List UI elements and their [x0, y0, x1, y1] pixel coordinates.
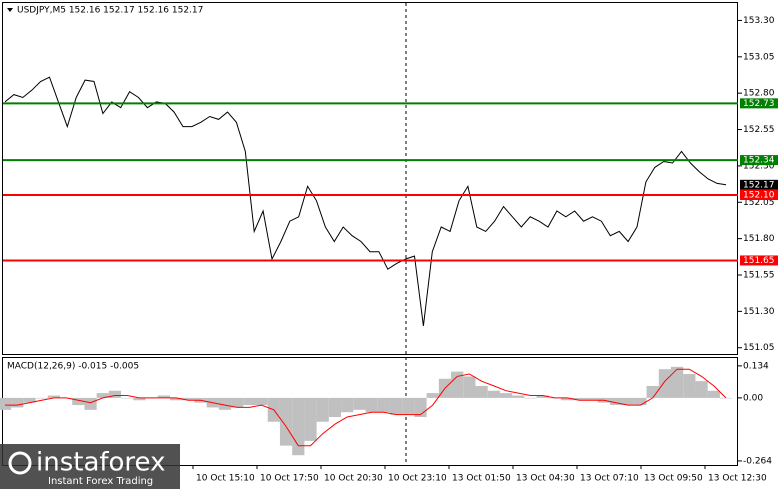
macd-bar: [72, 397, 85, 406]
macd-bar: [426, 393, 439, 398]
macd-bar: [328, 397, 342, 417]
macd-bar: [96, 393, 109, 398]
signal-line: [5, 368, 727, 447]
macd-bar: [157, 395, 170, 398]
macd-bar: [365, 397, 378, 413]
dropdown-icon: [7, 8, 13, 12]
macd-bar: [169, 397, 183, 401]
macd-bar: [255, 397, 268, 406]
y-tick-label: 153.30: [743, 16, 775, 26]
macd-bar: [536, 395, 549, 398]
macd-bar: [218, 397, 232, 410]
macd-bar: [402, 397, 415, 415]
x-tick-label: 13 Oct 01:50: [452, 474, 511, 484]
y-tick-label: 152.30: [743, 161, 775, 171]
y-tick-label: 153.05: [743, 52, 775, 62]
macd-bar: [341, 397, 354, 413]
y-tick-label: -0.264: [743, 456, 772, 466]
x-tick-label: 13 Oct 12:30: [708, 474, 767, 484]
macd-bar: [609, 397, 623, 406]
macd-title: MACD(12,26,9) -0.015 -0.005: [7, 362, 139, 372]
macd-bar: [622, 397, 635, 406]
watermark-tagline: Instant Forex Trading: [48, 476, 153, 487]
macd-bar: [683, 374, 696, 398]
macd-bar: [487, 390, 500, 398]
current-price-box: [740, 179, 778, 190]
macd-bar: [707, 390, 720, 398]
macd-bar: [84, 397, 97, 410]
macd-bar: [304, 397, 317, 441]
macd-bar: [279, 397, 293, 446]
macd-panel-frame: [2, 357, 738, 466]
macd-bar: [573, 397, 586, 401]
x-tick-label: 13 Oct 07:10: [580, 474, 639, 484]
current-price-label: 152.17: [743, 180, 775, 190]
macd-bar: [35, 397, 48, 399]
macd-bar: [512, 395, 525, 398]
x-tick-label: 10 Oct 15:10: [196, 474, 255, 484]
level-label: 152.34: [743, 156, 775, 166]
y-tick-label: 151.30: [743, 307, 775, 317]
x-tick-label: 10 Oct 23:10: [388, 474, 447, 484]
macd-bar: [0, 397, 12, 410]
macd-bar: [585, 397, 598, 401]
price-title: USDJPY,M5 152.16 152.17 152.16 152.17: [17, 6, 203, 16]
macd-bar: [695, 381, 708, 398]
y-tick-label: 151.05: [743, 343, 775, 353]
macd-bar: [47, 395, 60, 398]
macd-bar: [243, 397, 256, 406]
macd-bar: [182, 397, 195, 401]
level-label-box: [740, 255, 778, 266]
x-tick-label: 10 Oct 20:30: [324, 474, 383, 484]
y-tick-label: 151.55: [743, 271, 775, 281]
macd-bar: [451, 371, 464, 398]
macd-bar: [377, 397, 390, 413]
level-label-box: [740, 155, 778, 166]
macd-bar: [133, 397, 146, 401]
macd-bar: [634, 397, 647, 406]
macd-bar: [524, 397, 537, 399]
y-tick-label: 151.80: [743, 234, 775, 244]
macd-bar: [292, 397, 305, 456]
macd-bar: [719, 397, 733, 399]
macd-bar: [316, 397, 329, 422]
watermark-logo: [8, 451, 32, 475]
level-label: 151.65: [743, 256, 775, 266]
macd-bar: [389, 397, 403, 415]
y-tick-label: 152.80: [743, 89, 775, 99]
macd-bar: [646, 385, 659, 398]
y-tick-label: 0.134: [743, 361, 769, 371]
y-tick-label: 152.05: [743, 198, 775, 208]
macd-bar: [463, 376, 476, 398]
level-label: 152.10: [743, 191, 775, 201]
level-label-box: [740, 190, 778, 200]
macd-bar: [475, 385, 488, 398]
level-label-box: [740, 98, 778, 109]
level-label: 152.73: [743, 99, 775, 109]
macd-bar: [658, 369, 672, 398]
x-tick-label: 13 Oct 09:50: [644, 474, 703, 484]
macd-bar: [353, 397, 366, 410]
macd-bar: [671, 366, 684, 398]
macd-bar: [11, 397, 24, 408]
y-tick-label: 0.00: [743, 393, 763, 403]
x-tick-label: 10 Oct 17:50: [260, 474, 319, 484]
macd-bar: [561, 397, 574, 401]
x-tick-label: 13 Oct 04:30: [516, 474, 575, 484]
price-panel-frame: [2, 2, 738, 355]
price-line: [4, 76, 727, 326]
macd-bar: [23, 397, 36, 403]
macd-bar: [499, 393, 513, 398]
macd-bar: [121, 397, 134, 399]
watermark-brand: instaforex: [36, 448, 165, 478]
macd-bar: [108, 390, 122, 398]
y-tick-label: 152.55: [743, 125, 775, 135]
macd-bar: [231, 397, 244, 408]
